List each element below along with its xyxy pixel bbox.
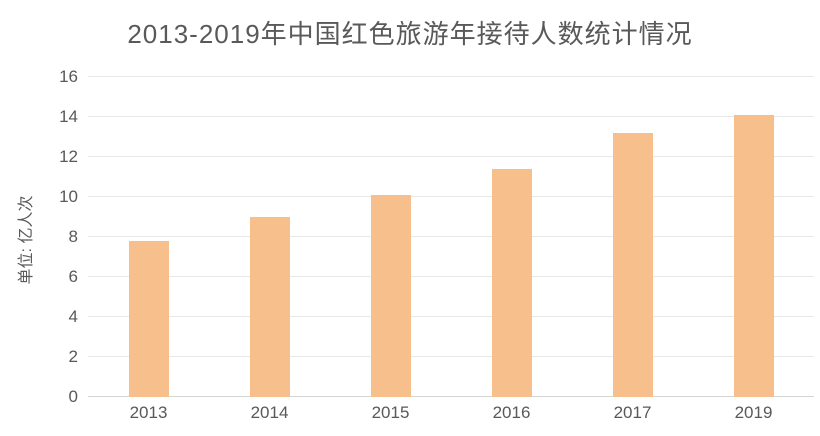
gridline: [88, 236, 814, 237]
bar-2017: [612, 133, 653, 397]
gridline: [88, 116, 814, 117]
y-tick-label: 16: [59, 67, 78, 86]
gridline: [88, 316, 814, 317]
x-tick-label: 2013: [129, 403, 168, 422]
bar-2014: [249, 217, 290, 397]
gridline: [88, 276, 814, 277]
gridline: [88, 156, 814, 157]
y-tick-label: 2: [68, 347, 78, 366]
y-tick-label: 6: [68, 267, 78, 286]
plot-area: [88, 76, 814, 397]
gridline: [88, 76, 814, 77]
x-tick-label: 2016: [492, 403, 531, 422]
y-tick-label: 4: [68, 307, 78, 326]
bar-2019: [733, 115, 774, 397]
bar-2015: [370, 195, 411, 397]
x-axis-line: [88, 396, 814, 397]
x-tick-label: 2014: [250, 403, 289, 422]
x-tick-label: 2019: [734, 403, 773, 422]
y-tick-label: 14: [59, 107, 78, 126]
y-tick-label: 12: [59, 147, 78, 166]
gridline: [88, 196, 814, 197]
bar-2016: [491, 169, 532, 397]
y-tick-label: 8: [68, 227, 78, 246]
chart-title: 2013-2019年中国红色旅游年接待人数统计情况: [127, 19, 693, 49]
x-tick-label: 2017: [613, 403, 652, 422]
gridline: [88, 356, 814, 357]
bar-2013: [128, 241, 169, 397]
y-tick-label: 10: [59, 187, 78, 206]
y-tick-label: 0: [68, 387, 78, 406]
x-tick-label: 2015: [371, 403, 410, 422]
